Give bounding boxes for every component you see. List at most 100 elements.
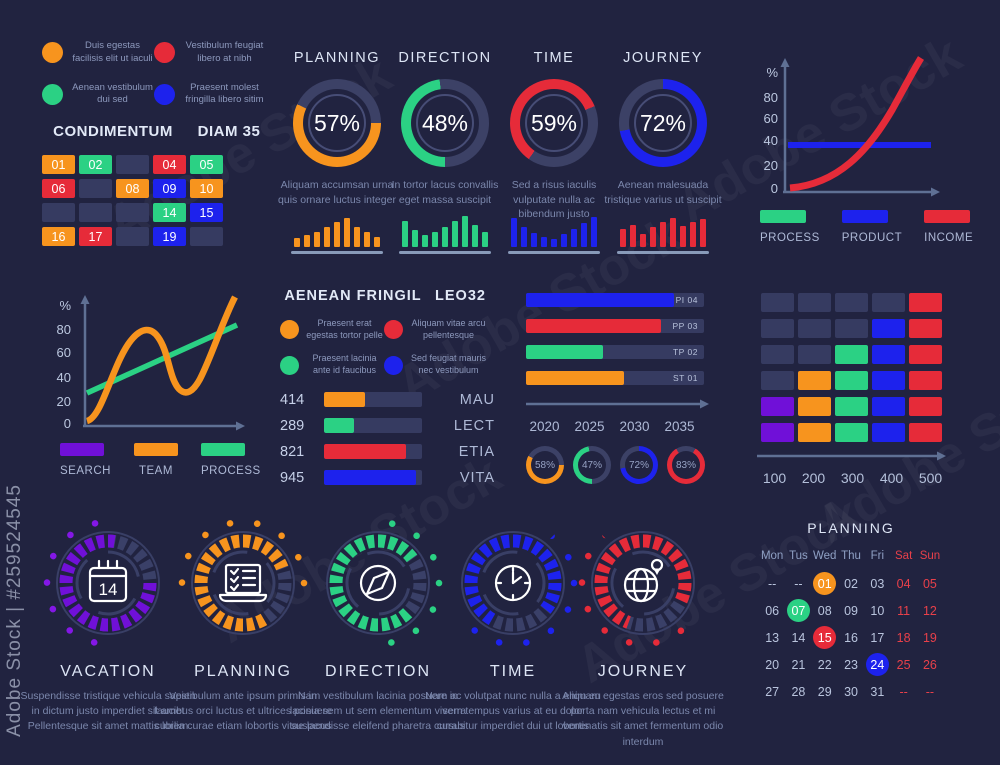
calendar-day[interactable]: 05 xyxy=(922,576,937,591)
calendar-day[interactable]: 16 xyxy=(844,630,858,645)
donut-inner-ring xyxy=(416,94,474,152)
mini-gauge: 47% xyxy=(573,446,611,484)
bar xyxy=(521,227,527,247)
calendar-day[interactable]: 25 xyxy=(896,657,911,672)
day-header: Mon xyxy=(760,550,784,562)
red-dot-icon xyxy=(154,42,175,64)
y-tick: 40 xyxy=(763,133,778,148)
legend-text: Praesent molest fringilla libero sitim xyxy=(185,81,264,106)
timeline-bar-fill xyxy=(526,293,674,307)
legend-text: Aenean vestibulum dui sed xyxy=(72,81,153,106)
gauge-title: TIME xyxy=(533,50,575,66)
grid-cell: 01 xyxy=(42,155,75,175)
dotted-arc xyxy=(456,526,578,648)
calendar-day[interactable]: 29 xyxy=(817,684,832,699)
bar xyxy=(452,221,458,247)
gauge-card-planning: PLANNING 57% Aliquam accumsan urna quis … xyxy=(275,50,399,254)
chart-baseline xyxy=(399,251,491,254)
calendar-day[interactable]: 18 xyxy=(896,630,911,645)
gauge-value: 59% xyxy=(530,109,578,136)
heatmap-cell xyxy=(761,397,794,416)
process-description: Vestibulum ante ipsum primis in faucibus… xyxy=(153,690,332,733)
x-tick: 2035 xyxy=(664,419,695,434)
calendar-day[interactable]: 31 xyxy=(870,684,885,699)
calendar-day[interactable]: 10 xyxy=(870,603,885,618)
calendar-day[interactable]: 21 xyxy=(791,657,806,672)
calendar-day[interactable]: 27 xyxy=(765,684,780,699)
heatmap-cell xyxy=(835,345,868,364)
heatmap-cell xyxy=(872,293,905,312)
x-axis-arrow xyxy=(757,451,946,461)
stat-row: 821 ETIA xyxy=(280,444,495,460)
grid-cell xyxy=(42,203,75,223)
calendar-day[interactable]: -- xyxy=(794,576,803,591)
purple-swatch-icon xyxy=(60,443,104,456)
calendar-day[interactable]: -- xyxy=(925,684,935,699)
legend-label: PROCESS xyxy=(760,232,820,244)
bar xyxy=(650,227,656,247)
timeline-bar-fill xyxy=(526,319,662,333)
x-tick: 200 xyxy=(801,470,826,486)
bar xyxy=(680,226,686,247)
legend-item: Aenean vestibulum dui sed xyxy=(42,82,154,108)
bar xyxy=(511,218,517,247)
gauge-title: PLANNING xyxy=(293,50,381,66)
heatmap-cell xyxy=(835,371,868,390)
red-swatch-icon xyxy=(924,210,971,223)
calendar-day[interactable]: -- xyxy=(899,684,908,699)
calendar-day[interactable]: 28 xyxy=(791,684,806,699)
calendar-icon: 14 xyxy=(88,559,128,603)
calendar-day[interactable]: 14 xyxy=(791,630,806,645)
calendar-day[interactable]: 02 xyxy=(844,576,858,591)
legend-label: PROCESS xyxy=(200,465,261,477)
calendar-day[interactable]: 17 xyxy=(870,630,885,645)
chart-baseline xyxy=(508,251,600,254)
calendar-day[interactable]: 20 xyxy=(765,657,780,672)
bar xyxy=(432,232,438,247)
bar xyxy=(591,217,597,247)
calendar-day[interactable]: 07 xyxy=(786,599,810,622)
calendar-day[interactable]: 23 xyxy=(844,657,858,672)
calendar-day[interactable]: 03 xyxy=(870,576,885,591)
gauge-description: In tortor lacus convallis eget massa sus… xyxy=(391,179,499,206)
calendar-day[interactable]: 09 xyxy=(844,603,858,618)
heatmap-cell xyxy=(798,345,831,364)
legend-text: Vestibulum feugiat libero at nibh xyxy=(185,40,264,64)
y-tick: 40 xyxy=(56,370,71,385)
bar xyxy=(314,232,320,247)
calendar-day[interactable]: 04 xyxy=(896,576,911,591)
calendar-day[interactable]: 22 xyxy=(817,657,832,672)
calendar-day[interactable]: 30 xyxy=(844,684,858,699)
stat-value: 945 xyxy=(280,469,305,486)
stat-row: 945 VITA xyxy=(280,470,495,486)
calendar-day[interactable]: 15 xyxy=(813,626,837,649)
stat-value: 821 xyxy=(280,443,305,460)
calendar-day[interactable]: 08 xyxy=(817,603,832,618)
calendar-day[interactable]: -- xyxy=(767,576,777,591)
calendar-day[interactable]: 12 xyxy=(922,603,937,618)
bar xyxy=(324,227,330,247)
calendar-day[interactable]: 24 xyxy=(865,653,889,676)
growth-chart-plot xyxy=(780,56,940,197)
mini-gauge: 83% xyxy=(667,446,705,484)
calendar-day[interactable]: 19 xyxy=(922,630,937,645)
grid-cell xyxy=(79,203,112,223)
calendar-day[interactable]: 06 xyxy=(765,603,780,618)
calendar-day[interactable]: 01 xyxy=(813,572,837,595)
gauge-value: 58% xyxy=(531,451,559,479)
donut-inner-ring xyxy=(308,94,366,152)
heatmap-panel: 100 200 300 400 500 xyxy=(755,288,951,486)
process-title: TIME xyxy=(489,663,537,680)
process-card-direction: DIRECTION Nam vestibulum lacinia posuere… xyxy=(288,508,468,735)
grid-cell xyxy=(79,179,112,199)
grid-cell: 16 xyxy=(42,227,75,247)
timeline-bar: ST 01 xyxy=(526,371,704,385)
dotted-arc xyxy=(43,518,113,648)
stat-row: 289 LECT xyxy=(280,418,495,434)
bar xyxy=(334,222,340,247)
calendar-day[interactable]: 13 xyxy=(765,630,780,645)
calendar-day[interactable]: 11 xyxy=(897,603,911,618)
calendar-day[interactable]: 26 xyxy=(922,657,937,672)
globe-icon xyxy=(623,558,664,603)
timeline-bar-label: PI 04 xyxy=(675,295,698,305)
